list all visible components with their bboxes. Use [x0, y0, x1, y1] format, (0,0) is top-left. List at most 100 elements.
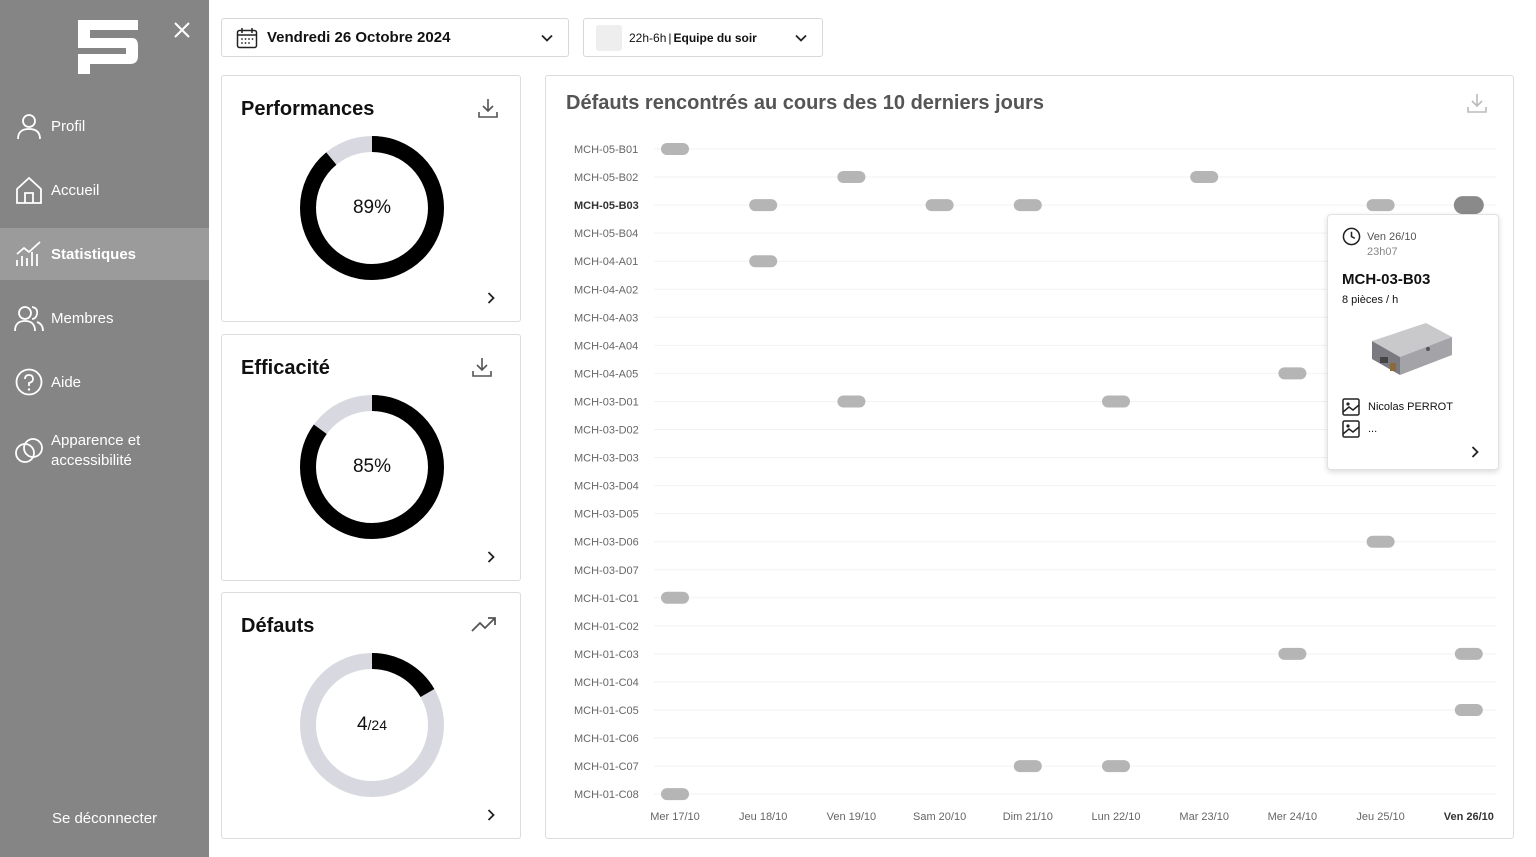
shift-hours: 22h-6h [629, 30, 667, 45]
performance-ring [300, 136, 444, 280]
tooltip-time: 23h07 [1367, 246, 1398, 258]
defect-tooltip: Ven 26/10 23h07 MCH-03-B03 8 pièces / h … [1327, 214, 1499, 470]
chevron-right-icon[interactable] [484, 291, 498, 305]
sidebar-item-accueil[interactable]: Accueil [0, 172, 209, 208]
y-tick-label: MCH-03-D03 [574, 453, 639, 465]
defect-point[interactable] [1454, 704, 1483, 716]
logout-button[interactable]: Se déconnecter [51, 810, 158, 827]
download-icon[interactable] [1465, 91, 1489, 115]
y-tick-label: MCH-05-B01 [574, 144, 638, 156]
shift-select[interactable]: 22h-6h | Equipe du soir [583, 18, 823, 57]
clock-icon [1342, 227, 1361, 246]
defect-point[interactable] [749, 255, 778, 268]
performance-value: 89% [352, 197, 392, 218]
y-tick-label: MCH-03-D05 [574, 509, 639, 521]
tooltip-date: Ven 26/10 [1367, 230, 1417, 243]
machine-image [1372, 323, 1452, 375]
chart-icon [14, 239, 44, 269]
defect-point[interactable] [1013, 199, 1042, 212]
sidebar-item-membres[interactable]: Membres [0, 300, 209, 336]
defect-point[interactable] [1278, 367, 1307, 380]
x-tick-label: Ven 19/10 [827, 811, 877, 823]
defect-point[interactable] [749, 199, 778, 212]
y-tick-label: MCH-01-C04 [574, 677, 639, 689]
user-icon [14, 111, 44, 141]
shift-separator: | [668, 30, 672, 45]
sidebar-item-label: Statistiques [51, 245, 137, 263]
defect-point[interactable] [837, 395, 866, 408]
defect-point[interactable] [1366, 535, 1395, 548]
defect-point[interactable] [1102, 395, 1130, 408]
sidebar-item-label: Aide [51, 373, 82, 391]
download-icon[interactable] [470, 355, 494, 379]
app-logo [78, 20, 138, 74]
users-icon [14, 303, 44, 333]
efficiency-value: 85% [352, 456, 392, 477]
date-select[interactable]: Vendredi 26 Octobre 2024 [221, 18, 569, 57]
image-icon [1342, 420, 1360, 438]
y-tick-label: MCH-03-D02 [574, 425, 639, 437]
chevron-right-icon[interactable] [484, 550, 498, 564]
tooltip-extra: ... [1368, 423, 1378, 435]
sidebar: Profil Accueil Statistiques Membres Aide… [0, 0, 209, 857]
tooltip-operator: Nicolas PERROT [1368, 401, 1453, 413]
chevron-right-icon[interactable] [484, 808, 498, 822]
defect-point[interactable] [661, 143, 689, 155]
defect-point[interactable] [1278, 647, 1307, 660]
x-tick-label: Mer 17/10 [650, 811, 700, 823]
y-tick-label: MCH-04-A04 [574, 340, 638, 352]
sidebar-item-label: Apparence et accessibilité [51, 432, 141, 469]
defects-value: 4/24 [297, 650, 447, 800]
defect-point[interactable] [925, 199, 954, 212]
y-tick-label: MCH-04-A03 [574, 312, 638, 324]
appearance-icon [14, 436, 44, 466]
chevron-right-icon[interactable] [1468, 445, 1482, 459]
performance-card: Performances 89% [221, 75, 521, 322]
x-tick-label: Lun 22/10 [1092, 811, 1141, 823]
x-tick-label: Sam 20/10 [913, 811, 966, 823]
efficiency-card: Efficacité 85% [221, 334, 521, 581]
defect-point[interactable] [1102, 760, 1130, 773]
card-title: Défauts [241, 615, 315, 637]
sidebar-item-apparence[interactable]: Apparence et accessibilité [0, 430, 209, 472]
card-title: Efficacité [241, 357, 330, 379]
close-icon[interactable] [172, 20, 192, 40]
defect-point[interactable] [1454, 647, 1483, 660]
defect-point[interactable] [661, 788, 689, 801]
defect-point-selected[interactable] [1453, 196, 1484, 215]
defect-point[interactable] [1190, 171, 1219, 184]
download-icon[interactable] [476, 96, 500, 120]
y-tick-label: MCH-03-D07 [574, 565, 639, 577]
y-tick-label: MCH-01-C02 [574, 621, 639, 633]
x-tick-label: Ven 26/10 [1444, 811, 1494, 823]
trend-up-icon[interactable] [470, 613, 498, 637]
sidebar-item-aide[interactable]: Aide [0, 364, 209, 400]
defect-point[interactable] [661, 591, 689, 604]
efficiency-ring [300, 395, 444, 539]
defect-point[interactable] [1366, 199, 1395, 212]
defects-ring [300, 653, 444, 797]
sidebar-item-statistiques[interactable]: Statistiques [0, 228, 209, 280]
home-icon [14, 175, 44, 205]
y-tick-label: MCH-01-C01 [574, 593, 639, 605]
defect-point[interactable] [837, 171, 866, 184]
y-tick-label: MCH-04-A05 [574, 368, 638, 380]
y-tick-label: MCH-05-B04 [574, 228, 638, 240]
calendar-icon [236, 27, 258, 48]
y-tick-label: MCH-05-B03 [574, 200, 639, 212]
x-tick-label: Mer 24/10 [1268, 811, 1318, 823]
sidebar-item-label: Accueil [51, 181, 100, 199]
y-tick-label: MCH-04-A01 [574, 256, 638, 268]
defect-point[interactable] [1013, 760, 1042, 773]
sidebar-item-profil[interactable]: Profil [0, 108, 209, 144]
shift-color-swatch [596, 24, 622, 51]
x-tick-label: Mar 23/10 [1179, 811, 1229, 823]
y-tick-label: MCH-03-D01 [574, 396, 639, 408]
tooltip-date-row: Ven 26/10 [1342, 227, 1417, 246]
y-tick-label: MCH-01-C03 [574, 649, 639, 661]
date-select-value: Vendredi 26 Octobre 2024 [267, 29, 451, 46]
tooltip-operator-row: Nicolas PERROT [1342, 398, 1453, 416]
tooltip-extra-row: ... [1342, 420, 1377, 438]
performance-donut [300, 136, 444, 280]
y-tick-label: MCH-05-B02 [574, 172, 638, 184]
